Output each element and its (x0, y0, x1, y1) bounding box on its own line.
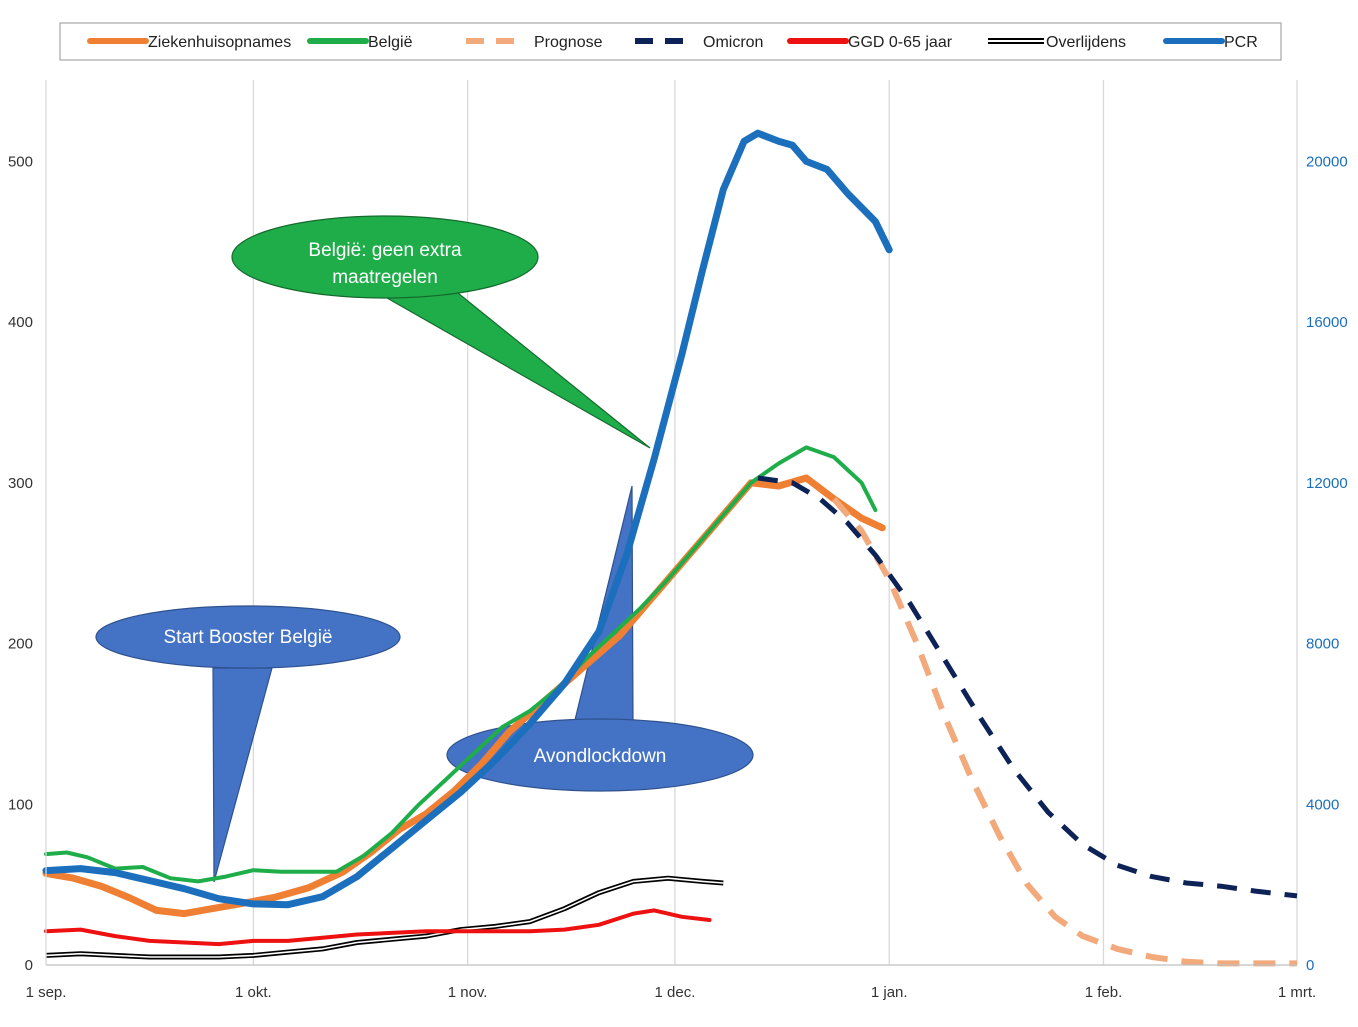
legend-label-omicron: Omicron (703, 34, 763, 51)
belgie-callout-pointer (370, 284, 651, 449)
series-line-ziekenhuisopnames (42, 474, 886, 918)
y-right-tick-label: 20000 (1306, 153, 1348, 170)
axes: 1 sep. 1 okt. 1 nov. 1 dec. 1 jan. 1 feb. 1 mr… (8, 80, 1348, 1001)
belgie-callout-bubble (231, 215, 539, 299)
callout-layer-front: België: geen extra maatregelen Start Boo… (164, 215, 667, 767)
y-left-tick-label: 500 (8, 153, 33, 170)
y-right-tick-label: 12000 (1306, 475, 1348, 492)
y-right-tick-label: 8000 (1306, 636, 1339, 653)
legend: Ziekenhuisopnames België Prognose Omicron GG… (59, 22, 1282, 61)
avondlockdown-callout-bubble (446, 718, 754, 792)
series-line-belgi- (44, 445, 878, 884)
x-tick-label: 1 mrt. (1278, 984, 1316, 1001)
y-left-tick-label: 200 (8, 636, 33, 653)
callout-layer (95, 485, 754, 883)
y-left-tick-label: 100 (8, 796, 33, 813)
x-tick-label: 1 okt. (235, 984, 272, 1001)
x-tick-label: 1 jan. (871, 984, 908, 1001)
series-line-ggd-0-65-jaar (44, 908, 712, 947)
x-tick-label: 1 sep. (26, 984, 67, 1001)
legend-label-pcr: PCR (1224, 34, 1258, 51)
series-line-overlijdens-inner (45, 877, 724, 958)
series-line-pcr (42, 129, 893, 909)
booster-callout-bubble (95, 605, 401, 669)
series-line-omicron (757, 475, 1298, 899)
series-line-prognose (831, 496, 1297, 967)
legend-label-ggd-0-65-jaar: GGD 0-65 jaar (848, 34, 953, 51)
series-layer (42, 129, 1298, 967)
y-left-tick-label: 300 (8, 475, 33, 492)
y-right-tick-label: 16000 (1306, 314, 1348, 331)
x-tick-label: 1 feb. (1085, 984, 1123, 1001)
booster-callout-pointer (212, 667, 273, 883)
legend-label-belgi-: België (368, 34, 413, 51)
y-right-tick-label: 4000 (1306, 796, 1339, 813)
legend-label-ziekenhuisopnames: Ziekenhuisopnames (148, 34, 291, 51)
legend-label-prognose: Prognose (534, 34, 603, 51)
belgie-callout-line-1: België: geen extra (308, 240, 462, 261)
y-left-tick-label: 400 (8, 314, 33, 331)
y-left-tick-label: 0 (25, 957, 33, 974)
avondlockdown-callout-text: Avondlockdown (534, 746, 667, 767)
belgie-callout-line-2: maatregelen (332, 267, 438, 288)
y-right-tick-label: 0 (1306, 957, 1314, 974)
x-tick-label: 1 nov. (448, 984, 488, 1001)
booster-callout-text: Start Booster België (164, 627, 333, 648)
avondlockdown-callout-pointer (573, 485, 634, 725)
legend-label-overlijdens: Overlijdens (1046, 34, 1126, 51)
x-tick-label: 1 dec. (655, 984, 696, 1001)
